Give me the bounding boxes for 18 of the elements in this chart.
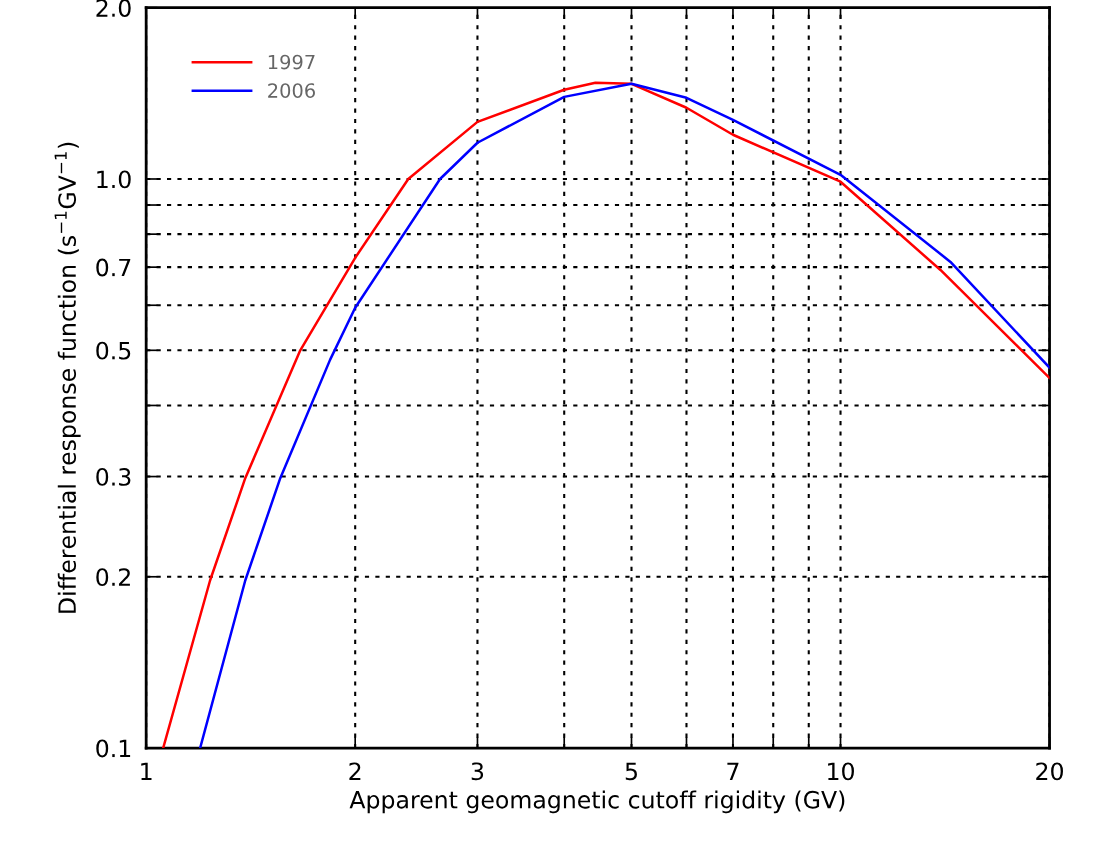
x-tick-label: 2 (349, 762, 361, 780)
y-tick-label: 2.0 (96, 0, 131, 17)
x-tick-label: 5 (625, 762, 637, 781)
y-tick-label: 0.2 (96, 568, 130, 587)
x-tick-label: 7 (727, 762, 739, 780)
legend-label: 1997 (268, 54, 315, 70)
x-tick-label: 3 (471, 762, 484, 781)
x-tick-label: 10 (828, 762, 854, 781)
x-tick-label: 20 (1036, 762, 1063, 781)
y-tick-label: 0.5 (96, 341, 131, 360)
y-tick-label: 0.3 (96, 468, 131, 486)
x-tick-label: 1 (141, 762, 152, 780)
y-tick-label: 0.7 (96, 258, 131, 277)
y-tick-label: 1.0 (97, 170, 131, 189)
y-tick-label: 0.1 (96, 739, 131, 758)
y-axis-title: Differential response function (s$^{−1}$GV$^{−1}$) (54, 142, 81, 613)
legend-label: 2006 (268, 83, 315, 98)
x-axis-title: Apparent geomagnetic cutoff rigidity (GV) (349, 790, 845, 814)
